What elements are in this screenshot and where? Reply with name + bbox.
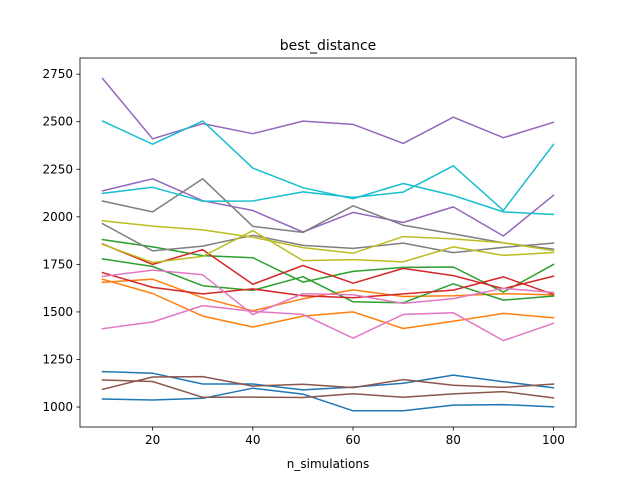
y-tick-label: 1000 xyxy=(42,400,73,414)
series-layer xyxy=(101,77,555,412)
series-line-14 xyxy=(101,269,555,316)
series-line-10 xyxy=(101,178,555,237)
x-tick-label: 60 xyxy=(345,433,360,447)
series-line-20 xyxy=(101,143,555,212)
chart-title: best_distance xyxy=(280,38,377,54)
x-tick-label: 20 xyxy=(145,433,160,447)
x-tick-label: 40 xyxy=(245,433,260,447)
series-line-17 xyxy=(101,219,555,254)
series-line-13 xyxy=(101,304,555,342)
y-tick-label: 1750 xyxy=(42,257,73,271)
series-line-8 xyxy=(101,271,555,299)
y-tick-label: 1250 xyxy=(42,352,73,366)
y-tick-label: 2750 xyxy=(42,67,73,81)
series-line-11 xyxy=(101,379,555,399)
series-line-6 xyxy=(101,258,555,304)
y-axis-ticks: 1000 1250 1500 1750 2000 2250 2500 2750 xyxy=(42,67,80,414)
series-line-19 xyxy=(101,120,555,216)
y-tick-label: 2250 xyxy=(42,162,73,176)
x-axis-ticks: 20 40 60 80 100 xyxy=(145,427,565,447)
series-line-1 xyxy=(101,387,555,412)
series-line-15 xyxy=(101,178,555,251)
series-line-2 xyxy=(101,370,555,391)
y-tick-label: 2000 xyxy=(42,210,73,224)
series-line-18 xyxy=(101,229,555,264)
x-tick-label: 80 xyxy=(446,433,461,447)
series-line-7 xyxy=(101,243,555,290)
series-line-5 xyxy=(101,238,555,293)
series-line-16 xyxy=(101,222,555,254)
x-tick-label: 100 xyxy=(542,433,565,447)
y-tick-label: 2500 xyxy=(42,115,73,129)
series-line-9 xyxy=(101,77,555,145)
x-axis-label: n_simulations xyxy=(287,457,369,471)
series-line-12 xyxy=(101,375,555,391)
y-tick-label: 1500 xyxy=(42,305,73,319)
plot-area-frame xyxy=(79,57,577,428)
series-line-4 xyxy=(101,278,555,330)
